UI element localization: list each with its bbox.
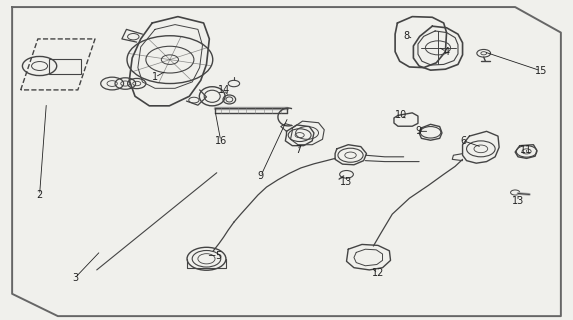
Text: 9: 9 — [258, 171, 264, 181]
Text: 12: 12 — [372, 268, 384, 278]
Text: 13: 13 — [512, 196, 524, 206]
Text: 6: 6 — [461, 136, 467, 146]
Text: 13: 13 — [340, 177, 352, 187]
Text: 8: 8 — [403, 31, 410, 41]
Text: 2: 2 — [37, 190, 43, 200]
Text: 5: 5 — [215, 251, 221, 260]
Text: 11: 11 — [520, 146, 533, 156]
Text: 7: 7 — [295, 146, 301, 156]
Text: 9: 9 — [415, 126, 421, 136]
Text: 4: 4 — [444, 47, 450, 57]
Text: 14: 14 — [218, 85, 230, 95]
Text: 3: 3 — [72, 273, 78, 283]
Text: 15: 15 — [535, 66, 547, 76]
Text: 16: 16 — [215, 136, 227, 146]
Text: 10: 10 — [395, 110, 407, 120]
Text: 1: 1 — [152, 72, 158, 82]
